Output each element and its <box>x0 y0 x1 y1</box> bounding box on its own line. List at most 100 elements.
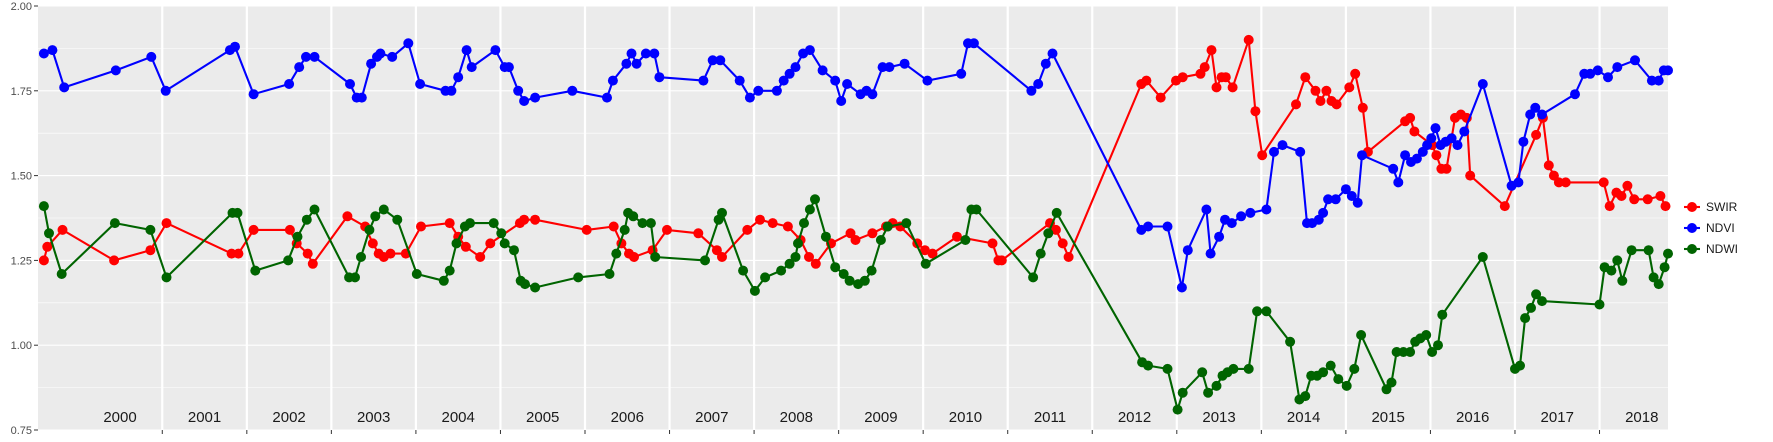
ndvi-point <box>956 68 967 79</box>
ndwi-point <box>859 275 870 286</box>
ndwi-point <box>250 265 261 276</box>
ndvi-point <box>1612 62 1623 73</box>
ndvi-point <box>110 65 121 76</box>
ndwi-point <box>1177 387 1188 398</box>
year-labels: 2000 2001 2002 2003 2004 2005 2006 2007 2008 2009… <box>103 409 1658 426</box>
ndwi-point <box>1162 363 1173 374</box>
y-tick-label: 1.00 <box>11 340 32 352</box>
ndvi-point <box>654 72 665 83</box>
ndwi-point <box>799 218 809 229</box>
swir-point <box>38 255 49 266</box>
ndwi-point <box>161 272 172 283</box>
ndvi-point <box>1357 150 1367 161</box>
ndwi-point <box>1405 347 1416 357</box>
ndvi-point <box>1040 58 1051 69</box>
ndvi-point <box>899 58 910 69</box>
swir-point <box>810 258 821 269</box>
ndwi-point <box>1386 377 1397 388</box>
ndvi-point <box>356 92 367 103</box>
swir-point <box>1499 201 1510 212</box>
swir-point <box>1531 129 1542 140</box>
swir-point <box>485 238 496 249</box>
ndvi-point <box>38 48 49 59</box>
ndvi-point <box>387 51 398 62</box>
ndwi-point <box>145 224 156 235</box>
ndwi-point <box>1211 380 1222 391</box>
ndvi-point <box>567 85 578 96</box>
swir-point <box>919 245 930 256</box>
ndvi-point <box>1277 140 1288 151</box>
ndvi-point <box>1269 146 1279 157</box>
ndvi-point <box>1340 184 1351 195</box>
ndwi-point <box>1617 275 1628 286</box>
ndvi-point <box>415 79 426 89</box>
ndwi-point <box>1252 306 1263 317</box>
swir-point <box>1616 191 1627 201</box>
ndwi-point <box>451 238 462 249</box>
swir-point <box>1629 194 1640 205</box>
ndwi-point <box>1427 347 1438 357</box>
year-label: 2003 <box>357 409 390 426</box>
swir-point <box>693 228 704 239</box>
ndwi-point <box>738 265 749 276</box>
swir-point <box>109 255 120 266</box>
ndwi-point <box>1028 272 1039 283</box>
ndvi-point <box>1330 194 1341 205</box>
ndvi-point <box>284 79 295 89</box>
ndwi-point <box>1261 306 1272 317</box>
ndwi-point <box>866 265 877 276</box>
ndvi-point <box>790 62 801 73</box>
year-label: 2014 <box>1287 409 1320 426</box>
ndvi-point <box>1323 194 1334 205</box>
swir-point <box>1291 99 1301 110</box>
ndwi-point <box>438 275 449 286</box>
x-axis <box>161 430 1601 434</box>
ndvi-point <box>602 92 612 103</box>
ndwi-point <box>378 204 389 215</box>
swir-point <box>1315 96 1326 106</box>
ndvi-point <box>403 38 414 49</box>
ndvi-point <box>446 85 457 96</box>
ndvi-point <box>715 55 726 66</box>
swir-point <box>1220 72 1231 83</box>
ndvi-point <box>248 89 259 100</box>
ndwi-point <box>232 207 243 218</box>
ndvi-point <box>968 38 979 49</box>
ndwi-point <box>509 245 519 256</box>
ndwi-point <box>611 248 622 259</box>
y-tick-label: 0.75 <box>11 425 32 437</box>
ndvi-point <box>1162 221 1173 232</box>
ndwi-point <box>1526 302 1536 313</box>
swir-point <box>1642 194 1653 205</box>
swir-point <box>475 252 486 262</box>
ndwi-point <box>411 269 422 279</box>
year-label: 2008 <box>780 409 813 426</box>
y-tick-label: 1.50 <box>11 171 32 183</box>
swir-point <box>1063 252 1074 262</box>
ndvi-point <box>922 75 933 86</box>
ndvi-point <box>47 45 58 56</box>
swir-point <box>1155 92 1166 103</box>
swir-point <box>1465 170 1476 181</box>
ndvi-point <box>867 89 878 100</box>
swir-point <box>42 241 53 252</box>
ndvi-point <box>1426 133 1437 144</box>
swir-point <box>367 238 378 249</box>
year-label: 2006 <box>611 409 644 426</box>
ndwi-point <box>1356 330 1367 340</box>
ndvi-point <box>1663 65 1673 76</box>
ndwi-point <box>1243 363 1254 374</box>
ndwi-point <box>1612 255 1623 266</box>
swir-point <box>1622 180 1633 191</box>
ndvi-point <box>649 48 660 59</box>
ndwi-point <box>1197 367 1208 378</box>
ndwi-point <box>1594 299 1605 310</box>
swir-point <box>1350 68 1361 79</box>
ndwi-point <box>838 269 849 279</box>
ndwi-point <box>1537 296 1547 307</box>
ndvi-point <box>626 48 637 59</box>
y-tick-label: 1.75 <box>11 86 32 98</box>
ndwi-point <box>776 265 787 276</box>
legend: SWIR NDVI NDWI <box>1684 200 1738 256</box>
ndvi-point <box>461 45 472 56</box>
